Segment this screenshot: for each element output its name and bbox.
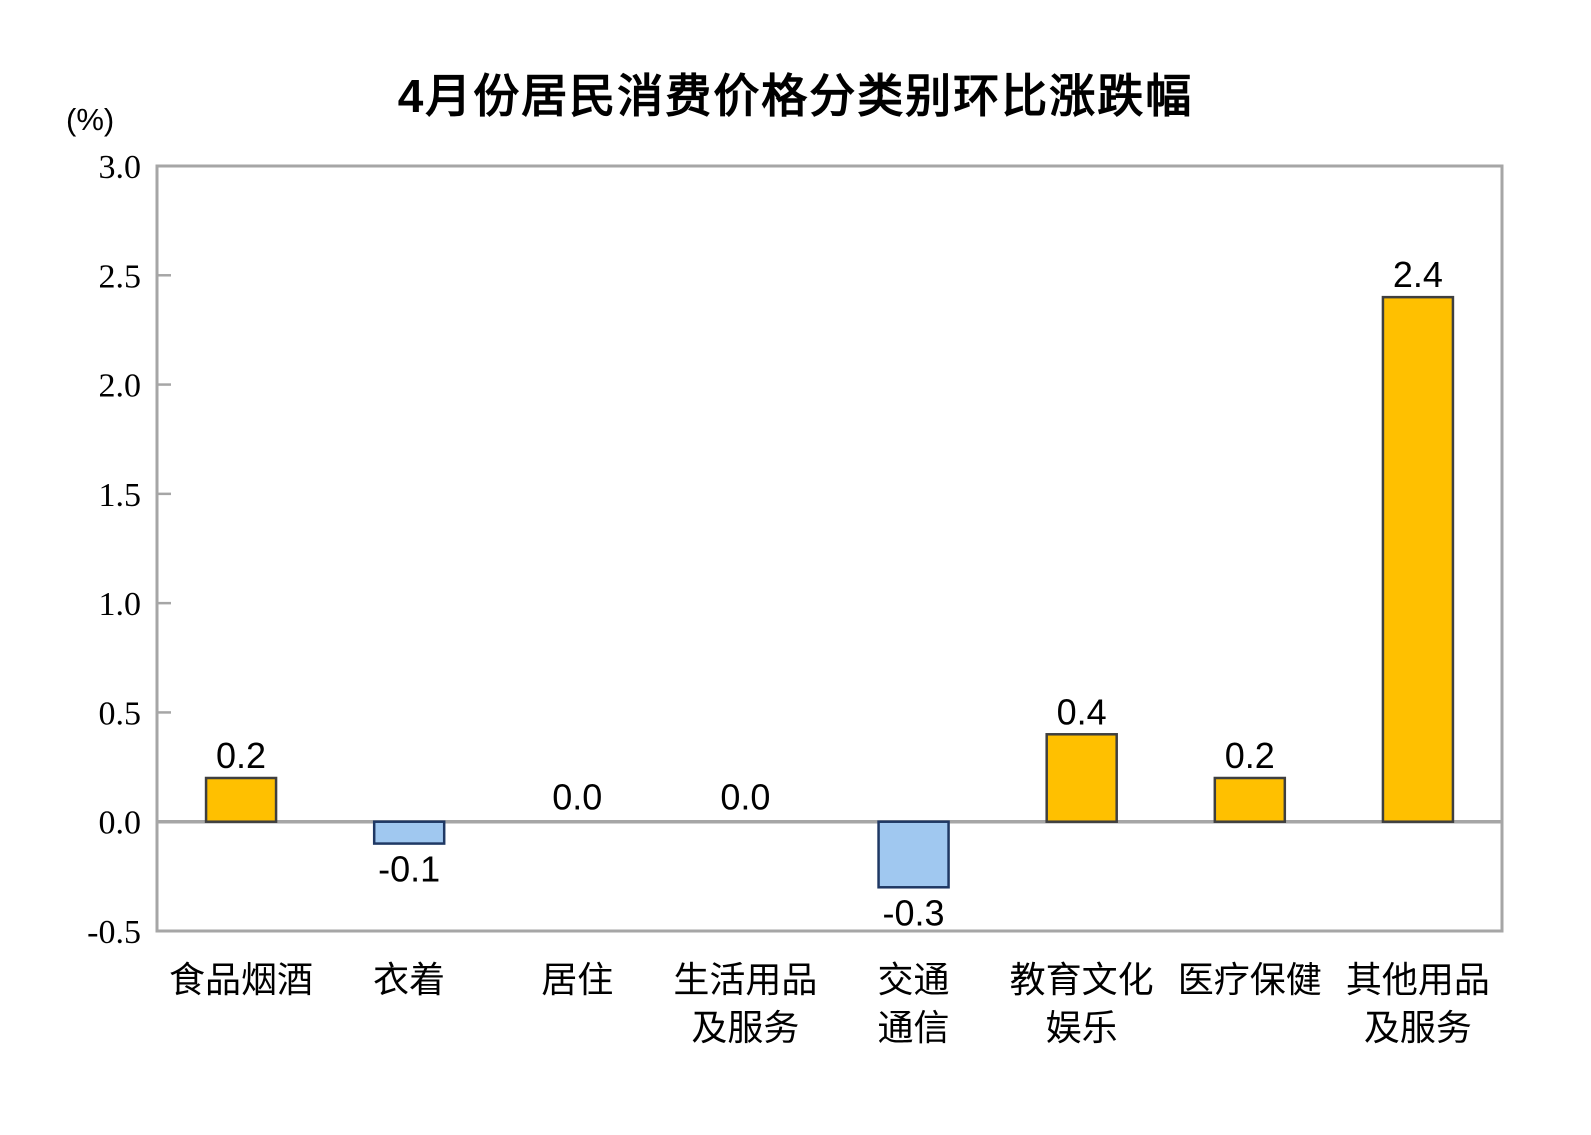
y-tick-label: 1.0 xyxy=(99,586,142,623)
bar-value-label: -0.3 xyxy=(883,892,945,933)
bar-value-label: 2.4 xyxy=(1393,254,1443,295)
plot-border xyxy=(155,164,1504,933)
category-label: 生活用品 xyxy=(673,959,817,1000)
category-label: 其他用品 xyxy=(1346,959,1490,1000)
bar-negative xyxy=(372,820,446,845)
category-label: 居住 xyxy=(541,959,613,1000)
y-tick-label: 2.0 xyxy=(99,368,142,405)
category-label: 娱乐 xyxy=(1046,1007,1118,1048)
category-label: 及服务 xyxy=(1364,1007,1472,1048)
y-tick-label: 1.5 xyxy=(99,477,142,514)
bar-value-label: 0.2 xyxy=(216,735,266,776)
bar-positive xyxy=(204,776,278,823)
chart-title: 4月份居民消费价格分类别环比涨跌幅 xyxy=(397,70,1194,122)
category-label: 交通 xyxy=(878,959,950,1000)
y-tick-label: 0.5 xyxy=(99,695,142,732)
bar-value-label: -0.1 xyxy=(378,849,440,890)
category-label: 衣着 xyxy=(373,959,445,1000)
y-tick-label: 0.0 xyxy=(99,805,142,842)
bar-value-label: 0.2 xyxy=(1225,735,1275,776)
bar-positive xyxy=(1045,733,1118,823)
y-tick-label: -0.5 xyxy=(87,914,141,951)
category-label: 医疗保健 xyxy=(1178,959,1322,1000)
y-tick-label: 3.0 xyxy=(99,149,142,186)
y-axis-unit-label: (%) xyxy=(66,102,115,137)
bar-value-label: 0.4 xyxy=(1057,691,1107,732)
bar-negative xyxy=(877,820,950,889)
category-label: 教育文化 xyxy=(1010,959,1154,1000)
y-tick-label: 2.5 xyxy=(99,258,142,295)
bar-value-label: 0.0 xyxy=(552,777,602,818)
category-label: 及服务 xyxy=(691,1007,799,1048)
bar-value-label: 0.0 xyxy=(720,777,770,818)
category-label: 通信 xyxy=(878,1007,950,1048)
bar-positive xyxy=(1381,295,1455,823)
category-label: 食品烟酒 xyxy=(169,959,313,1000)
bar-positive xyxy=(1213,776,1287,823)
